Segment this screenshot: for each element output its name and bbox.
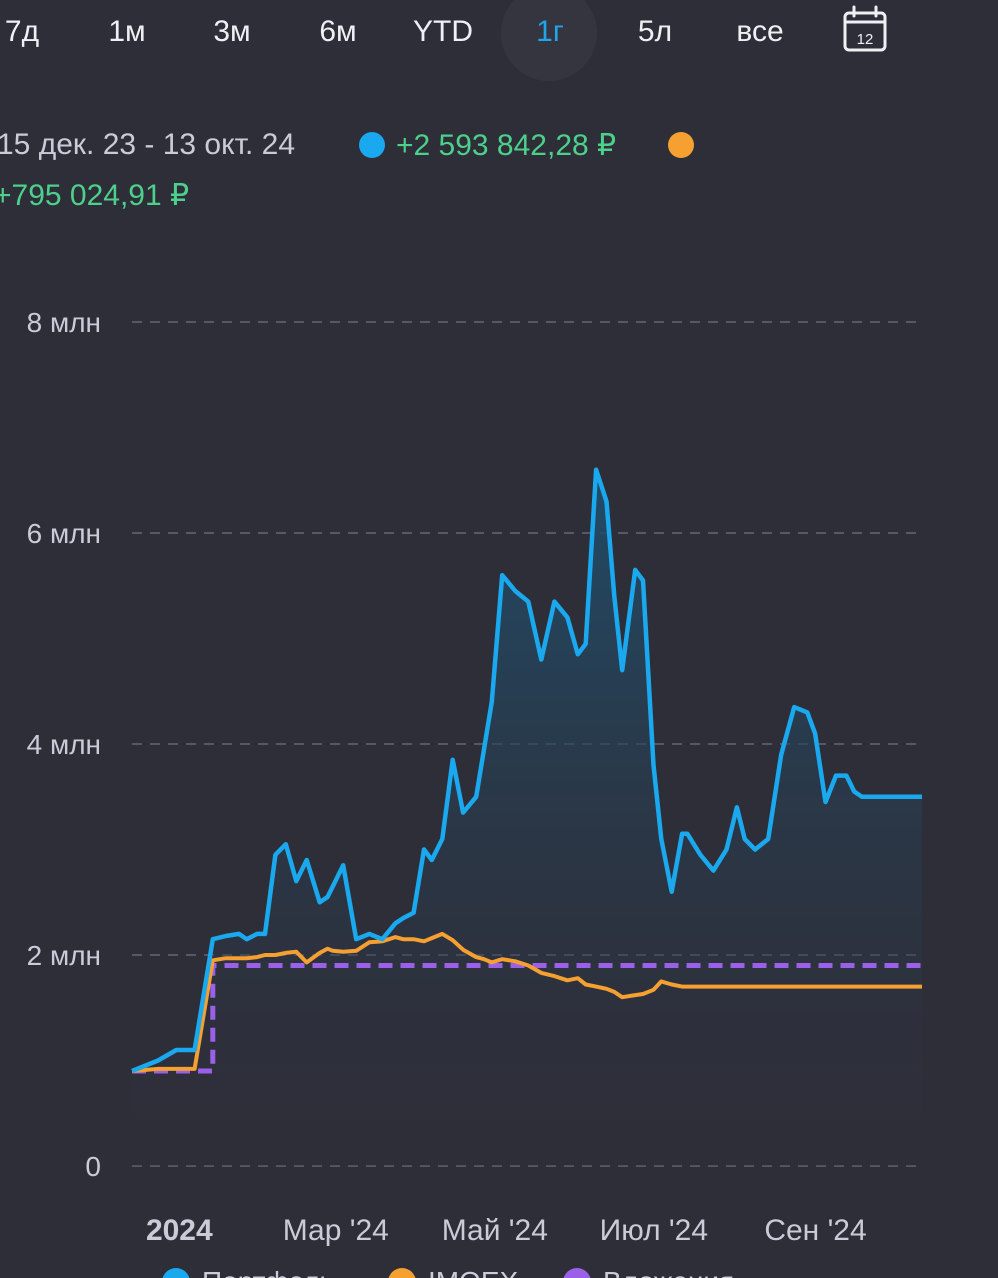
imoex-line [131,931,922,1073]
tab-5y[interactable]: 5л [637,15,673,48]
y-tick-label: 0 [85,1151,101,1182]
deposits-line [132,963,922,1074]
period-tabs: 7д 1м 3м 6м YTD 1г 5л все 12 [0,0,998,81]
y-tick-label: 2 млн [27,940,101,971]
tab-1m[interactable]: 1м [108,15,146,48]
portfolio-chart: 0 2 млн 4 млн 6 млн 8 млн 2024 Мар '24 Май '24 И… [27,307,922,1247]
legend-portfolio[interactable]: Портфель [202,1266,334,1278]
y-tick-label: 4 млн [27,729,101,760]
calendar-day: 12 [857,31,874,48]
x-tick-label: Сен '24 [764,1214,866,1247]
tab-7d[interactable]: 7д [4,15,40,48]
legend-portfolio-icon [162,1268,190,1278]
calendar-icon[interactable]: 12 [838,4,892,54]
x-tick-label: Май '24 [442,1214,548,1247]
tab-ytd[interactable]: YTD [413,15,473,48]
x-tick-label: Мар '24 [283,1214,389,1247]
tab-all[interactable]: все [736,15,784,48]
legend-imoex[interactable]: IMOEX [428,1266,518,1278]
tab-3m[interactable]: 3м [213,15,251,48]
chart-legend: Портфель IMOEX Вложения [0,1258,998,1278]
portfolio-dot-icon [359,132,385,158]
active-tab-highlight [501,0,597,81]
legend-deposits-icon [563,1268,591,1278]
date-range: 15 дек. 23 - 13 окт. 24 [0,128,296,161]
legend-deposits[interactable]: Вложения [603,1266,734,1278]
x-tick-label: Июл '24 [600,1214,708,1247]
tab-1y[interactable]: 1г [536,15,564,48]
y-tick-label: 6 млн [27,518,101,549]
portfolio-area [132,469,922,1166]
legend-imoex-icon [388,1268,416,1278]
tab-6m[interactable]: 6м [319,15,357,48]
portfolio-line [131,467,922,1074]
portfolio-change: +2 593 842,28 ₽ [396,129,617,162]
imoex-change: +795 024,91 ₽ [0,179,190,212]
imoex-dot-icon [668,132,694,158]
y-tick-label: 8 млн [27,307,101,338]
summary: 15 дек. 23 - 13 окт. 24 +2 593 842,28 ₽ … [0,122,998,232]
x-tick-label: 2024 [146,1214,213,1247]
